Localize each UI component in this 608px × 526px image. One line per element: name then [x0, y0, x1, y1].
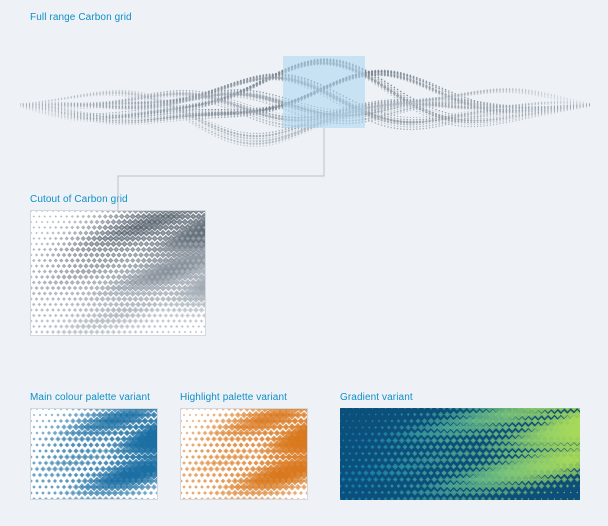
grad-variant-pattern: [340, 408, 580, 500]
label-full-range: Full range Carbon grid: [30, 12, 132, 23]
wave-highlight-box: [283, 56, 365, 128]
label-main-variant: Main colour palette variant: [30, 392, 150, 403]
main-variant-panel: [30, 408, 158, 500]
grad-variant-panel: [340, 408, 580, 500]
hi-variant-pattern: [181, 409, 308, 500]
cutout-pattern: [31, 211, 206, 336]
label-cutout: Cutout of Carbon grid: [30, 194, 128, 205]
label-hi-variant: Highlight palette variant: [180, 392, 287, 403]
main-variant-pattern: [31, 409, 158, 500]
hi-variant-panel: [180, 408, 308, 500]
cutout-panel: [30, 210, 206, 336]
label-grad-variant: Gradient variant: [340, 392, 413, 403]
